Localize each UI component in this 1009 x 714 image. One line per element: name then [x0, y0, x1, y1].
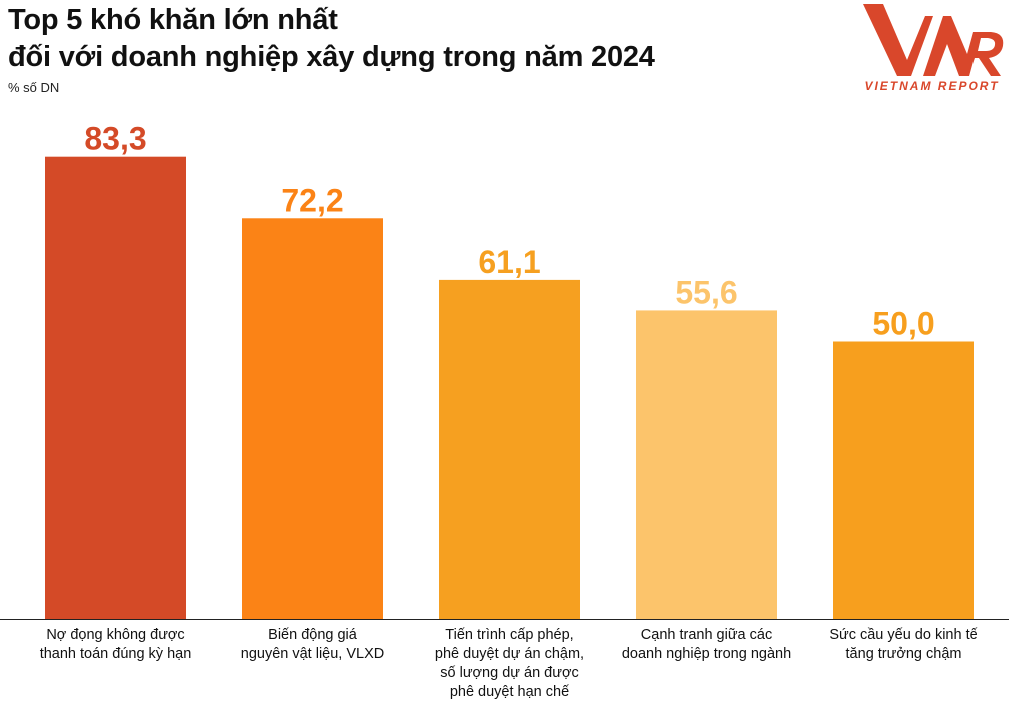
category-label-line: Tiến trình cấp phép, [445, 627, 574, 643]
chart-title: Top 5 khó khăn lớn nhất đối với doanh ng… [8, 2, 655, 76]
category-label-line: phê duyệt dự án chậm, [434, 646, 585, 662]
category-label-1: Nợ đọng không được thanh toán đúng kỳ hạn [21, 626, 211, 664]
unit-label: % số DN [8, 80, 60, 95]
bar-3 [439, 279, 580, 619]
category-label-line: Nợ đọng không được [46, 627, 185, 643]
category-label-line: số lượng dự án được [440, 665, 579, 681]
category-label-5: Sức cầu yếu do kinh tế tăng trưởng chậm [809, 626, 999, 664]
bar-chart: 83,3 72,2 61,1 55,6 50,0 [0, 121, 1009, 620]
bar-2 [242, 218, 383, 620]
bar-4 [636, 310, 777, 619]
bar-1 [45, 156, 186, 619]
bar-5 [833, 341, 974, 619]
category-label-line: doanh nghiệp trong ngành [621, 646, 792, 662]
category-label-line: Sức cầu yếu do kinh tế [829, 627, 978, 643]
category-label-4: Cạnh tranh giữa các doanh nghiệp trong ng… [612, 626, 802, 664]
bar-value-label-2: 72,2 [281, 182, 343, 218]
vnr-logo: VIETNAM REPORT [855, 2, 1005, 94]
category-label-line: Cạnh tranh giữa các [640, 627, 773, 643]
category-label-line: phê duyệt hạn chế [449, 684, 570, 700]
bar-value-label-5: 50,0 [872, 306, 934, 342]
category-label-2: Biến động giá nguyên vật liệu, VLXD [218, 626, 408, 664]
category-label-line: tăng trưởng chậm [845, 646, 962, 662]
category-label-3: Tiến trình cấp phép, phê duyệt dự án chậm… [415, 626, 605, 702]
bar-value-label-3: 61,1 [478, 244, 540, 280]
vnr-logo-text: VIETNAM REPORT [864, 79, 1000, 93]
chart-title-line-1: Top 5 khó khăn lớn nhất [8, 4, 338, 36]
category-label-line: Biến động giá [268, 627, 357, 643]
x-axis-labels: Nợ đọng không được thanh toán đúng kỳ hạn… [0, 626, 1009, 714]
vnr-logo-mark [863, 4, 1004, 76]
category-label-line: thanh toán đúng kỳ hạn [39, 646, 192, 662]
bar-value-label-1: 83,3 [84, 121, 146, 157]
bar-value-label-4: 55,6 [675, 274, 737, 310]
chart-title-line-2: đối với doanh nghiệp xây dựng trong năm … [8, 41, 655, 73]
category-label-line: nguyên vật liệu, VLXD [240, 646, 385, 662]
